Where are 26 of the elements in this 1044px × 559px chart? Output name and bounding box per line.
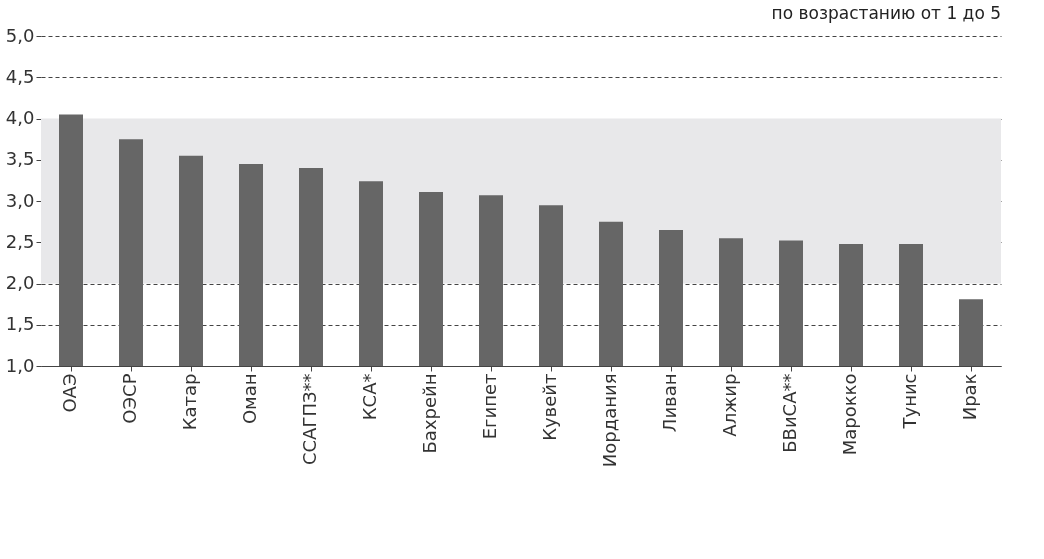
x-tick-label: Ливан [659,373,680,433]
x-tick-label: Кувейт [539,373,560,441]
x-tick-label: Египет [479,373,500,440]
y-tick-label: 1,5 [5,313,35,335]
chart-title: по возрастанию от 1 до 5 [771,3,1001,23]
x-tick-label: ОАЭ [59,373,80,413]
y-tick-label: 3,0 [5,189,35,211]
x-tick-label: Бахрейн [419,373,440,454]
x-tick-label: Алжир [719,373,740,437]
x-tick-label: Тунис [899,373,920,430]
x-tick-label: Катар [179,373,200,431]
x-tick-label: Марокко [839,373,860,456]
y-tick-label: 2,0 [5,272,35,293]
y-tick-label: 4,5 [5,65,35,87]
x-tick-label: ОЭСР [119,373,140,424]
x-tick-label: Оман [239,373,260,425]
y-tick-label: 5,0 [5,24,35,46]
y-tick-label: 3,5 [5,148,35,170]
y-tick-label: 2,5 [5,230,35,252]
x-tick-label: Иордания [599,373,620,468]
y-tick-label: 4,0 [5,107,35,128]
x-tick-label: БВиСА** [779,373,800,453]
x-tick-label: Ирак [959,373,980,421]
x-tick-label: КСА* [359,373,380,421]
y-tick-label: 1,0 [5,354,35,376]
x-tick-label: ССАГПЗ** [299,373,320,466]
